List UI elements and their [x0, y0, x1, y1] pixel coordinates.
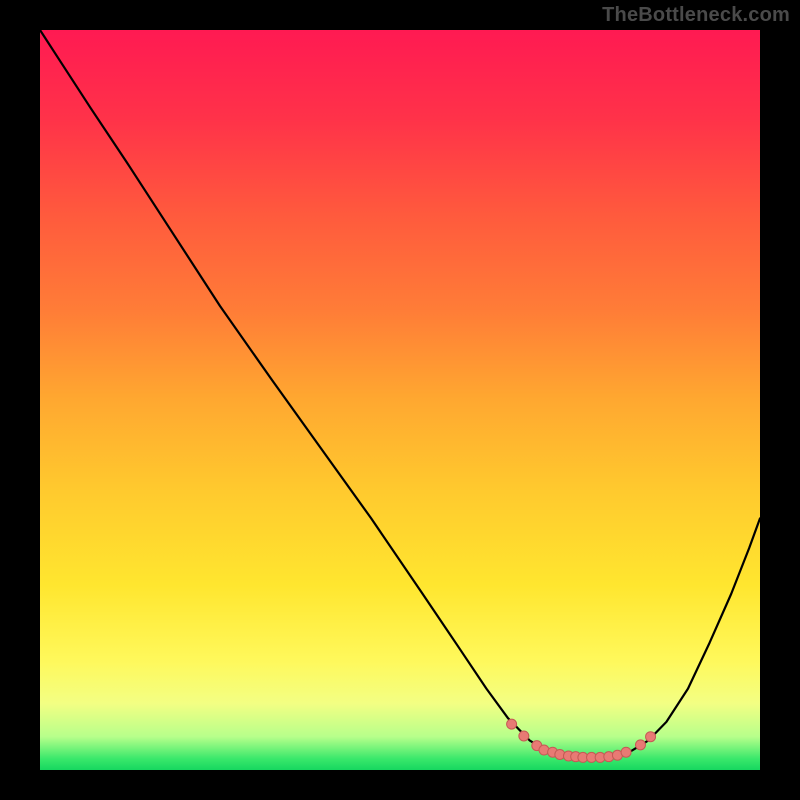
watermark-text: TheBottleneck.com — [602, 4, 790, 27]
gradient-background — [40, 30, 760, 770]
bottleneck-curve-chart — [0, 0, 800, 800]
chart-stage: TheBottleneck.com — [0, 0, 800, 800]
marker-point — [519, 731, 529, 741]
marker-point — [621, 747, 631, 757]
marker-point — [646, 732, 656, 742]
marker-point — [507, 719, 517, 729]
marker-point — [635, 740, 645, 750]
